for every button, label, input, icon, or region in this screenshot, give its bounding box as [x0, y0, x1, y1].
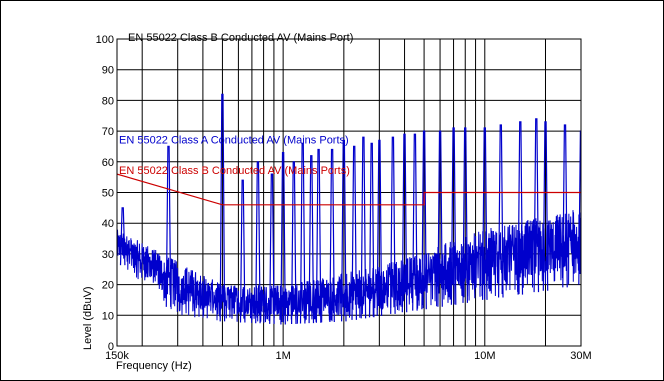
- harmonic-peak: [351, 145, 357, 320]
- limit-layer: [117, 173, 581, 206]
- harmonic-peak: [341, 139, 347, 322]
- harmonic-peak: [390, 136, 396, 314]
- y-tick-label: 30: [102, 249, 114, 261]
- x-tick-labels: 150k 1M 10M 30M: [105, 350, 592, 362]
- harmonic-peak: [291, 161, 297, 325]
- y-tick-label: 80: [102, 95, 114, 107]
- harmonic-peak: [412, 133, 418, 311]
- y-tick-label: 0: [108, 341, 114, 353]
- legend-label-class-a: EN 55022 Class A Conducted AV (Mains Por…: [119, 134, 349, 146]
- x-tick-label: 150k: [105, 350, 129, 362]
- harmonic-peak: [437, 130, 443, 307]
- harmonic-peak: [542, 121, 549, 291]
- legend-label-class-b: EN 55022 Class B Conducted AV (Mains Por…: [119, 165, 350, 177]
- y-tick-label: 10: [102, 310, 114, 322]
- harmonic-peak: [533, 118, 540, 293]
- harmonic-peak: [376, 139, 383, 317]
- y-tick-label: 90: [102, 65, 114, 77]
- harmonic-peak: [462, 127, 468, 303]
- plot-border: [116, 38, 582, 347]
- harmonic-peak: [119, 207, 126, 266]
- harmonic-peak: [368, 142, 375, 318]
- harmonic-peak: [360, 136, 367, 319]
- harmonic-peak: [308, 155, 315, 324]
- y-tick-labels: 0 10 20 30 40 50 60 70 80 90 100: [96, 34, 114, 353]
- class-b-limit-line: [117, 173, 581, 206]
- y-tick-label: 100: [96, 34, 114, 46]
- harmonic-peak: [421, 130, 427, 310]
- harmonic-peak: [498, 124, 504, 298]
- harmonic-peak: [165, 145, 172, 307]
- harmonic-peak: [269, 173, 275, 324]
- chart-title: EN 55022 Class B Conducted AV (Mains Por…: [128, 32, 353, 44]
- x-tick-label: 10M: [474, 350, 495, 362]
- y-tick-label: 40: [102, 218, 114, 230]
- harmonic-peak: [578, 130, 581, 285]
- harmonic-peak: [401, 133, 408, 313]
- harmonic-peak: [280, 152, 286, 325]
- harmonic-peak: [299, 142, 306, 324]
- x-axis-label: Frequency (Hz): [116, 360, 192, 372]
- y-tick-label: 70: [102, 126, 114, 138]
- y-axis-label: Level (dBuV): [82, 286, 94, 350]
- harmonic-peak: [315, 148, 322, 323]
- y-tick-label: 60: [102, 157, 114, 169]
- harmonic-peak: [255, 161, 261, 324]
- harmonic-peak: [219, 93, 226, 322]
- y-tick-label: 20: [102, 280, 114, 292]
- harmonic-peak: [562, 124, 568, 288]
- harmonic-peak: [329, 148, 335, 323]
- harmonic-peak: [517, 121, 524, 295]
- y-tick-label: 50: [102, 188, 114, 200]
- x-tick-label: 1M: [275, 350, 290, 362]
- x-tick-label: 30M: [570, 350, 591, 362]
- harmonic-peak: [450, 127, 457, 305]
- harmonic-peak: [482, 127, 488, 300]
- measurement-trace: [117, 210, 581, 324]
- harmonic-peak: [239, 179, 246, 323]
- data-layer: [117, 93, 581, 325]
